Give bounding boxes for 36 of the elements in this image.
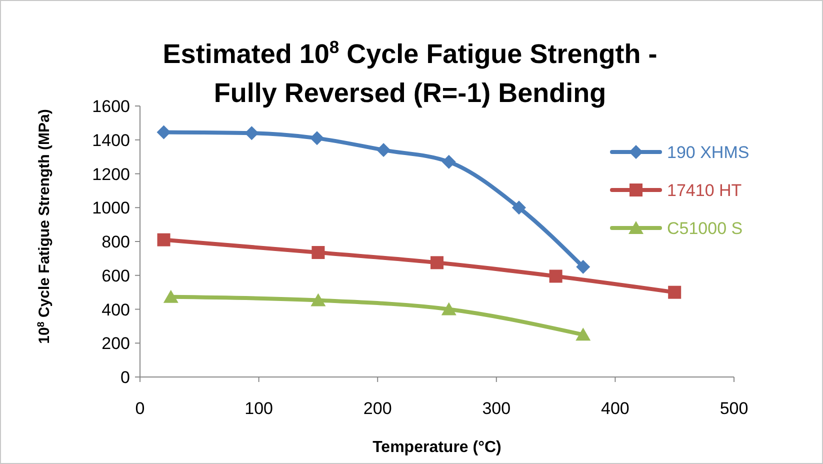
x-tick-label: 400 bbox=[601, 399, 630, 418]
point bbox=[310, 131, 324, 146]
point bbox=[156, 125, 171, 140]
y-tick-label: 600 bbox=[102, 266, 130, 286]
y-tick-label: 1400 bbox=[92, 130, 130, 150]
y-tick-label: 200 bbox=[102, 334, 130, 354]
x-axis-title: Temperature (°C) bbox=[372, 439, 502, 456]
point bbox=[312, 246, 325, 260]
point bbox=[668, 286, 682, 299]
y-tick-label: 1600 bbox=[92, 97, 130, 116]
point bbox=[576, 328, 591, 341]
y-tick-label: 1000 bbox=[92, 198, 130, 218]
x-tick-label: 300 bbox=[482, 399, 511, 418]
y-tick-label: 400 bbox=[102, 300, 130, 320]
legend-label: C51000 S bbox=[667, 219, 743, 238]
point bbox=[430, 256, 444, 270]
point bbox=[441, 302, 456, 316]
point bbox=[376, 143, 391, 158]
legend-label: 17410 HT bbox=[667, 181, 742, 200]
point bbox=[310, 293, 326, 306]
point bbox=[244, 126, 259, 140]
point bbox=[512, 200, 526, 215]
y-tick-label: 1200 bbox=[92, 164, 130, 184]
x-tick-label: 0 bbox=[135, 399, 145, 418]
point bbox=[442, 154, 456, 169]
legend-label: 190 XHMS bbox=[667, 143, 750, 162]
y-tick-label: 800 bbox=[102, 232, 130, 252]
x-tick-label: 500 bbox=[720, 399, 748, 418]
point bbox=[549, 270, 562, 283]
point bbox=[157, 233, 170, 246]
point bbox=[576, 260, 590, 274]
point bbox=[163, 290, 178, 303]
y-tick-label: 0 bbox=[120, 368, 130, 387]
x-tick-label: 100 bbox=[244, 399, 273, 418]
x-tick-label: 200 bbox=[363, 399, 392, 418]
chart-title: Estimated 10$^{8}$ Cycle Fatigue Strength - Fully Reversed (R=-1) Bending bbox=[162, 37, 658, 108]
